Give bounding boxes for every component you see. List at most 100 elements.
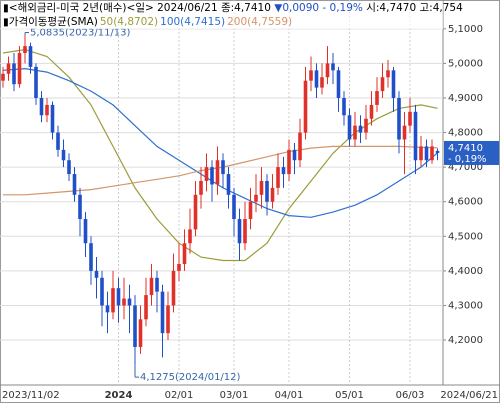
header-change: ▼0,0090 - 0,19% (274, 2, 363, 14)
candle-body (100, 277, 104, 306)
candle-body (248, 201, 253, 220)
x-tick-label: 2023/11/02 (2, 390, 60, 401)
candle-body (45, 104, 49, 116)
candle-body (56, 132, 60, 150)
candle-body (34, 66, 38, 98)
candle-body (320, 77, 324, 88)
candle-body (369, 104, 374, 119)
candle-body (193, 194, 198, 230)
candle-body (67, 160, 71, 175)
candle-body (133, 305, 137, 347)
grid (0, 0, 443, 385)
candle-body (232, 194, 236, 220)
candle-body (61, 149, 66, 161)
candle-body (265, 180, 269, 202)
candle-body (72, 174, 77, 195)
header-line: ▮<해외금리-미국 2년(매수)<일> 2024/06/21 종:4,7410 … (3, 1, 463, 14)
header-title: ▮<해외금리-미국 2년(매수)<일> 2024/06/21 종:4,7410 (3, 1, 271, 14)
candle-body (347, 115, 352, 140)
candle-body (166, 305, 170, 334)
y-tick-label: 4,3000 (448, 300, 483, 311)
indicator-name: ▮가격이동평균(SMA) (3, 15, 98, 28)
candle-body (314, 70, 319, 88)
header-bg (1, 1, 443, 29)
y-tick-label: 4,9000 (448, 93, 483, 104)
header-rest: 시:4,7470 고:4,754 (366, 2, 463, 14)
legend: ▮가격이동평균(SMA) 50(4,8702) 100(4,7415) 200(4,7… (3, 15, 292, 28)
candle-body (435, 150, 440, 153)
candle-body (270, 187, 275, 202)
x-tick-label: 2024/06/21 (440, 390, 498, 401)
candle-body (364, 118, 368, 133)
candle-body (331, 63, 335, 71)
candle-body (375, 91, 379, 105)
candle-body (138, 319, 143, 347)
candle-body (116, 288, 121, 306)
candle-body (160, 291, 165, 334)
candle-body (210, 167, 214, 185)
x-tick-label: 05/01 (335, 390, 364, 401)
annotation: 5,0835(2023/11/13) (30, 28, 131, 39)
candle-body (309, 70, 313, 81)
candle-body (380, 77, 385, 92)
candle-body (303, 80, 308, 133)
y-tick-label: 4,6000 (448, 197, 483, 208)
moving-average-line (2, 48, 438, 262)
candle-body (94, 270, 99, 278)
candle-body (276, 167, 280, 188)
candle-body (287, 149, 291, 175)
legend-entry: 50(4,8702) (100, 16, 158, 28)
y-tick-label: 4,4000 (448, 266, 483, 277)
last-price: 4,7410 (448, 143, 483, 154)
candle-body (419, 146, 423, 161)
header: ▮<해외금리-미국 2년(매수)<일> 2024/06/21 종:4,7410 … (1, 1, 463, 29)
candle-body (402, 125, 407, 140)
candle-body (325, 63, 330, 78)
y-tick-label: 5,0000 (448, 58, 483, 69)
y-tick-label: 4,5000 (448, 231, 483, 242)
x-tick-label: 04/01 (275, 390, 304, 401)
legend-entry: 100(4,7415) (160, 16, 225, 28)
y-tick-label: 4,7000 (448, 162, 483, 173)
candle-body (188, 229, 192, 244)
candle-body (83, 219, 88, 244)
candle-body (122, 298, 126, 306)
candle-body (149, 277, 154, 296)
candle-body (177, 263, 181, 271)
candle-body (391, 70, 396, 98)
axes: 4,2000 4,3000 4,4000 4,5000 4,6000 4,7000 4,80… (2, 24, 499, 401)
candle-body (204, 167, 209, 181)
candle-body (221, 160, 225, 175)
candle-body (144, 295, 148, 320)
candle-body (430, 146, 434, 161)
candle-body (1, 73, 5, 81)
x-tick-label: 06/03 (396, 390, 425, 401)
candle-body (17, 53, 22, 85)
candle-body (215, 160, 220, 185)
candle-body (50, 104, 55, 133)
candles (1, 34, 440, 366)
candle-body (254, 194, 258, 202)
candle-body (155, 277, 159, 292)
candle-body (353, 125, 357, 140)
candle-body (386, 70, 390, 78)
moving-average-line (2, 67, 438, 218)
candle-body (226, 174, 231, 195)
candle-body (408, 111, 412, 126)
candle-body (78, 194, 82, 220)
candle-body (28, 46, 33, 67)
candle-body (259, 180, 264, 195)
candle-body (237, 219, 242, 244)
candle-body (292, 149, 297, 161)
candle-body (199, 180, 203, 195)
candle-body (127, 298, 132, 306)
x-tick-label: 02/01 (165, 390, 194, 401)
annotation: 4,1275(2024/01/12) (140, 372, 241, 383)
candle-body (182, 243, 187, 264)
legend-entry: 200(4,7559) (227, 16, 292, 28)
candle-body (6, 63, 11, 74)
y-tick-label: 4,2000 (448, 335, 483, 346)
candle-body (105, 305, 110, 313)
last-change: - 0,19% (448, 154, 487, 165)
